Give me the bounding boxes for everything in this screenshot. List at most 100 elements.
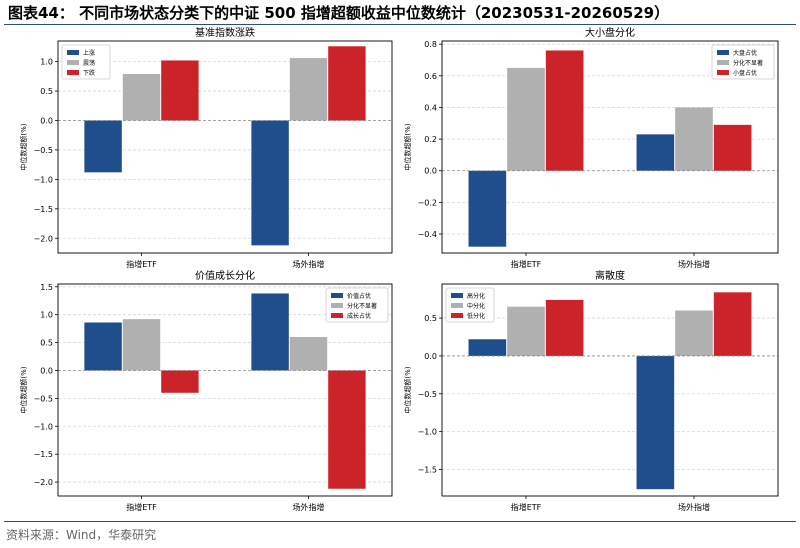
legend-label: 下跌 <box>83 69 95 77</box>
y-tick-label: −1.5 <box>34 450 53 459</box>
chart-title: 价值成长分化 <box>195 269 255 282</box>
bar-2-1 <box>251 293 289 371</box>
legend-label: 小盘占优 <box>733 69 757 77</box>
legend-swatch <box>717 50 729 55</box>
bar-2-2 <box>675 107 713 171</box>
category-label: 场外指增 <box>293 259 325 269</box>
y-tick-label: 1.5 <box>40 283 53 292</box>
y-tick-label: −1.0 <box>34 422 53 431</box>
bar-2-2 <box>289 337 328 371</box>
bar-2-1 <box>251 120 289 246</box>
chart-panel-2: 大小盘分化 −0.4 −0.2 0.0 0.2 0.4 0.6 0.8 指增ETF 场外指增 中位数… <box>403 26 779 269</box>
bar-1-3 <box>545 299 584 356</box>
y-tick-label: −0.5 <box>418 390 437 399</box>
y-tick-label: −0.5 <box>34 394 53 403</box>
y-tick-label: 1.0 <box>40 311 53 320</box>
chart-panel-1: 基准指数涨跌 −2.0 −1.5 −1.0 −0.5 0.0 0.5 1.0 指增ETF 场外指增… <box>19 26 393 269</box>
y-tick-label: 0.0 <box>40 366 53 375</box>
bar-1-3 <box>545 50 584 171</box>
chart-title: 离散度 <box>595 269 625 282</box>
legend-label: 中分化 <box>467 302 485 310</box>
y-tick-label: 0.6 <box>424 72 437 81</box>
y-tick-label: 0.5 <box>40 339 53 348</box>
y-axis-label: 中位数超额(%) <box>403 123 412 170</box>
plot-frame <box>57 283 393 497</box>
chart-panel-4: 离散度 −1.5 −1.0 −0.5 0.0 0.5 指增ETF 场外指增 中位数超额(%) 高分… <box>403 269 779 512</box>
category-label: 指增ETF <box>126 502 157 512</box>
legend-swatch <box>717 70 729 75</box>
bar-1-1 <box>84 322 122 371</box>
category-label: 场外指增 <box>293 502 325 512</box>
bar-2-3 <box>328 46 366 121</box>
chart-title: 基准指数涨跌 <box>195 26 255 39</box>
legend-label: 价值占优 <box>347 292 371 300</box>
plot-frame <box>57 40 393 254</box>
y-tick-label: 0.0 <box>424 167 437 176</box>
y-axis-label: 中位数超额(%) <box>403 366 412 413</box>
legend-swatch <box>451 303 463 308</box>
legend-label: 震荡 <box>83 59 95 67</box>
plot-frame <box>441 283 779 497</box>
y-tick-label: −2.0 <box>34 478 53 487</box>
legend-label: 高分化 <box>467 292 485 300</box>
bar-1-2 <box>122 73 161 121</box>
legend-label: 低分化 <box>467 312 485 320</box>
y-tick-label: −2.0 <box>34 234 53 243</box>
category-label: 场外指增 <box>678 259 710 269</box>
y-tick-label: −1.5 <box>418 466 437 475</box>
bar-1-3 <box>161 60 199 121</box>
category-label: 场外指增 <box>678 502 710 512</box>
y-tick-label: 0.5 <box>424 314 437 323</box>
legend-swatch <box>331 303 343 308</box>
y-tick-label: −1.5 <box>34 205 53 214</box>
legend-label: 分化不显著 <box>733 59 763 67</box>
legend-swatch <box>67 60 79 65</box>
source-rule <box>4 521 796 522</box>
plot-frame <box>441 40 779 254</box>
category-label: 指增ETF <box>511 502 542 512</box>
y-tick-label: 0.5 <box>40 87 53 96</box>
legend-swatch <box>717 60 729 65</box>
figure-title: 图表44： 不同市场状态分类下的中证 500 指增超额收益中位数统计（20230… <box>8 4 670 22</box>
legend-swatch <box>451 313 463 318</box>
bar-1-2 <box>507 306 545 356</box>
legend-swatch <box>451 293 463 298</box>
chart-panel-3: 价值成长分化 −2.0 −1.5 −1.0 −0.5 0.0 0.5 1.0 1.5 指增ETF 场… <box>19 269 393 512</box>
y-tick-label: −0.5 <box>34 146 53 155</box>
y-axis-label: 中位数超额(%) <box>19 123 28 170</box>
bar-1-1 <box>468 170 507 247</box>
bar-2-2 <box>289 58 328 121</box>
category-label: 指增ETF <box>126 259 157 269</box>
y-tick-label: −1.0 <box>34 175 53 184</box>
figure-source: 资料来源：Wind，华泰研究 <box>6 528 157 542</box>
y-tick-label: −0.4 <box>418 230 437 239</box>
legend-label: 分化不显著 <box>347 302 377 310</box>
legend-label: 成长占优 <box>347 312 371 320</box>
category-label: 指增ETF <box>511 259 542 269</box>
bar-2-3 <box>713 124 752 171</box>
legend-swatch <box>67 50 79 55</box>
y-tick-label: −0.2 <box>418 198 437 207</box>
y-tick-label: 0.2 <box>424 135 437 144</box>
bar-2-1 <box>636 134 675 171</box>
bar-2-1 <box>636 355 675 490</box>
bar-2-3 <box>328 370 366 489</box>
y-axis-label: 中位数超额(%) <box>19 366 28 413</box>
y-tick-label: −1.0 <box>418 428 437 437</box>
y-tick-label: 1.0 <box>40 58 53 67</box>
bar-1-2 <box>507 67 545 171</box>
legend-swatch <box>67 70 79 75</box>
bar-1-1 <box>468 339 507 356</box>
y-tick-label: 0.0 <box>40 117 53 126</box>
bar-1-1 <box>84 120 122 173</box>
legend-swatch <box>331 313 343 318</box>
y-tick-label: 0.0 <box>424 352 437 361</box>
legend-label: 大盘占优 <box>733 49 757 57</box>
bar-2-3 <box>713 292 752 356</box>
bar-2-2 <box>675 310 713 356</box>
